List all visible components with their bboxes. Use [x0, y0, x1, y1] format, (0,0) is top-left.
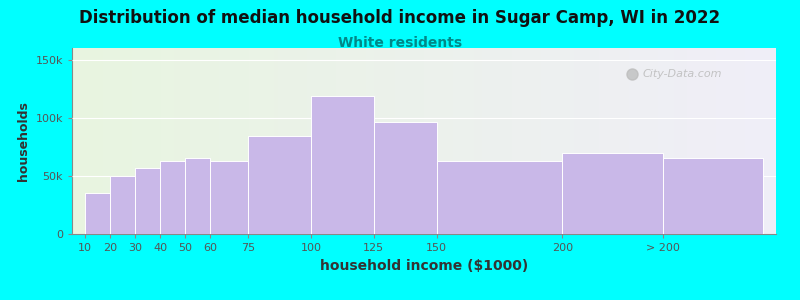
- Bar: [311, 96, 374, 234]
- Bar: [248, 136, 311, 234]
- Bar: [185, 158, 210, 234]
- Bar: [85, 193, 110, 234]
- Bar: [663, 158, 763, 234]
- X-axis label: household income ($1000): household income ($1000): [320, 259, 528, 273]
- Text: White residents: White residents: [338, 36, 462, 50]
- Text: City-Data.com: City-Data.com: [642, 69, 722, 79]
- Bar: [437, 161, 562, 234]
- Bar: [374, 122, 437, 234]
- Bar: [110, 176, 135, 234]
- Bar: [160, 161, 185, 234]
- Bar: [135, 168, 160, 234]
- Text: Distribution of median household income in Sugar Camp, WI in 2022: Distribution of median household income …: [79, 9, 721, 27]
- Bar: [210, 161, 248, 234]
- Y-axis label: households: households: [17, 101, 30, 181]
- Bar: [562, 153, 663, 234]
